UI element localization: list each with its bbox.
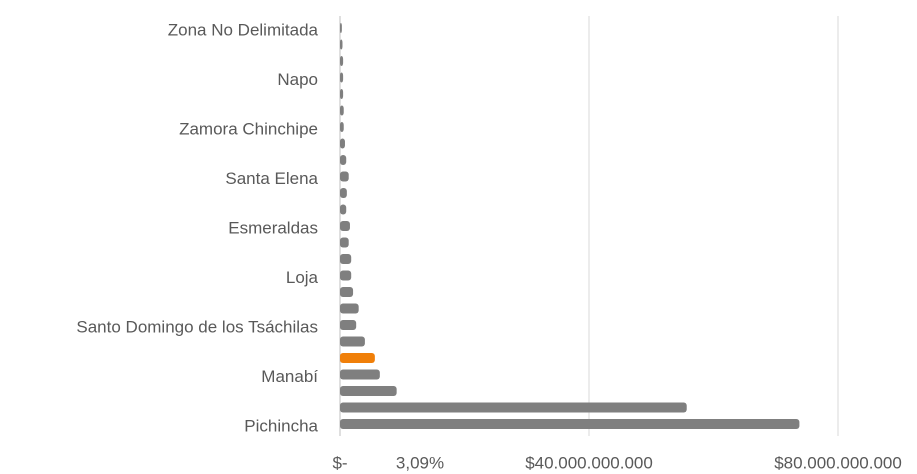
y-tick-label: Napo	[277, 70, 318, 89]
bar	[340, 402, 687, 413]
bar	[340, 336, 365, 347]
bar	[340, 353, 375, 363]
x-tick-label: $-	[332, 453, 347, 472]
bar	[340, 23, 342, 33]
bar	[340, 56, 344, 66]
bar	[340, 419, 800, 429]
y-tick-label: Santa Elena	[225, 169, 318, 188]
bar	[340, 386, 397, 396]
bar	[340, 369, 380, 380]
y-tick-label: Manabí	[261, 367, 318, 386]
bar	[340, 138, 345, 149]
bar	[340, 221, 350, 231]
bar	[340, 270, 352, 281]
bar	[340, 237, 349, 248]
y-tick-label: Esmeraldas	[228, 218, 318, 237]
y-tick-label: Zamora Chinchipe	[179, 119, 318, 138]
bar	[340, 303, 359, 314]
bar	[340, 320, 357, 330]
y-tick-label: Pichincha	[244, 416, 318, 435]
bar	[340, 72, 344, 83]
bar	[340, 254, 352, 264]
y-tick-label: Santo Domingo de los Tsáchilas	[76, 317, 318, 336]
bar	[340, 39, 343, 50]
x-tick-label: $80.000.000.000	[774, 453, 902, 472]
bar	[340, 188, 347, 198]
y-tick-label: Zona No Delimitada	[168, 20, 319, 39]
bar	[340, 171, 349, 182]
bar	[340, 105, 344, 116]
y-tick-label: Loja	[286, 268, 319, 287]
bar	[340, 122, 344, 132]
bar	[340, 155, 347, 165]
x-tick-label: $40.000.000.000	[525, 453, 653, 472]
bar	[340, 204, 347, 215]
bar	[340, 287, 354, 297]
annotation: 3,09%	[396, 453, 444, 472]
bar	[340, 89, 344, 99]
